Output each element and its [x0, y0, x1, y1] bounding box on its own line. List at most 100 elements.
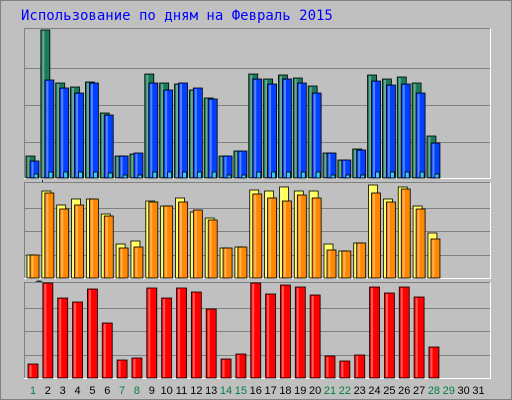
panel-1-series-2-bar: [371, 80, 381, 179]
panel-3-series-1-bar: [57, 297, 69, 379]
panel-2-series-2-bar: [178, 201, 188, 279]
panel-1-series-2-bar: [148, 82, 159, 179]
day-label-4: 4: [74, 385, 80, 397]
panel-1-series-2-bar: [103, 114, 114, 179]
panel-2-series-2-bar: [59, 208, 70, 279]
panel-1-series-2-bar: [385, 84, 396, 179]
panel-1-series-3-bar: [360, 174, 366, 179]
day-label-20: 20: [309, 385, 321, 397]
panel-3-series-1-bar: [146, 287, 158, 379]
panel-1-series-2-bar: [282, 78, 292, 179]
panel-2-series-2-bar: [74, 204, 84, 279]
panel-1-series-3-bar: [389, 171, 395, 179]
panel-1-series-2-bar: [192, 87, 203, 179]
panel-1-series-3-bar: [375, 171, 380, 179]
panel-1-series-3-bar: [167, 171, 173, 179]
panel-2-series-2-bar: [371, 192, 381, 279]
panel-3-series-1-bar: [309, 294, 321, 379]
panel-2-series-2-bar: [311, 197, 322, 279]
panel-3-series-1-bar: [324, 355, 336, 379]
panel-3-series-1-bar: [265, 293, 277, 379]
day-label-26: 26: [398, 385, 410, 397]
panel-1-series-3-bar: [33, 173, 39, 179]
panel-3-series-1-bar: [220, 358, 232, 379]
panel-3-series-1-bar: [250, 282, 262, 379]
panel-1-series-3-bar: [419, 171, 425, 179]
panel-1-series-3-bar: [286, 171, 291, 179]
panel-1-series-2-bar: [237, 150, 248, 179]
day-label-5: 5: [89, 385, 95, 397]
day-label-11: 11: [176, 385, 187, 397]
panel-1-series-3-bar: [107, 172, 113, 179]
panel-1-series-3-bar: [137, 174, 143, 179]
panel-3-series-1-bar: [428, 346, 440, 379]
panel-1-series-2-bar: [44, 79, 55, 179]
panel-3-series-1-bar: [87, 288, 98, 379]
day-label-27: 27: [413, 385, 425, 397]
day-label-25: 25: [383, 385, 395, 397]
panel-2-series-2-bar: [400, 188, 411, 279]
day-label-13: 13: [205, 385, 217, 397]
panel-2-series-2-bar: [148, 201, 159, 279]
day-label-30: 30: [458, 385, 470, 397]
day-label-7: 7: [119, 385, 125, 397]
panel-1-series-2-bar: [356, 149, 367, 179]
panel-1-series-3-bar: [315, 171, 321, 179]
panel-1-series-3-bar: [93, 171, 98, 179]
panel-1-series-2-bar: [59, 87, 70, 179]
panel-1-series-2-bar: [326, 152, 337, 179]
panel-2-series-2-bar: [356, 242, 367, 279]
panel-2-series-2-bar: [430, 238, 441, 279]
day-label-19: 19: [294, 385, 306, 397]
panel-3-series-1-bar: [383, 292, 395, 379]
panel-3-series-1-bar: [369, 286, 380, 379]
day-label-21: 21: [324, 385, 336, 397]
panel-3-series-1-bar: [413, 296, 425, 379]
panel-2-series-2-bar: [118, 247, 129, 279]
panel-1-series-3-bar: [63, 171, 69, 179]
day-label-14: 14: [220, 385, 232, 397]
panel-2-series-2-bar: [133, 246, 144, 279]
day-label-15: 15: [235, 385, 247, 397]
panel-3-series-1-bar: [116, 359, 128, 379]
day-label-9: 9: [149, 385, 155, 397]
panel-1-series-2-bar: [311, 92, 322, 179]
panel-2-series-2-bar: [222, 247, 233, 279]
panel-1-series-2-bar: [178, 82, 188, 179]
panel-1-series-3-bar: [300, 171, 306, 179]
panel-3-series-1-bar: [398, 286, 410, 379]
panel-1-series-2-bar: [430, 142, 441, 179]
panel-1-series-2-bar: [267, 83, 278, 179]
panel-1-series-3-bar: [330, 174, 336, 179]
panel-3-series-1-bar: [235, 353, 247, 379]
chart-title: Использование по дням на Февраль 2015: [21, 8, 333, 24]
day-label-28: 28: [428, 385, 440, 397]
panel-1-series-2-bar: [74, 92, 84, 179]
panel-1-series-3-bar: [434, 173, 440, 179]
panel-3-series-1-bar: [131, 357, 143, 379]
day-label-2: 2: [45, 385, 51, 397]
panel-2-series-2-bar: [163, 205, 174, 279]
day-label-3: 3: [60, 385, 66, 397]
panel-2-series-2-bar: [103, 215, 114, 279]
panel-1-series-2-bar: [252, 78, 263, 179]
panel-3-series-1-bar: [101, 322, 113, 379]
panel-1-series-3-bar: [226, 174, 232, 179]
day-label-24: 24: [368, 385, 380, 397]
panel-3-series-1-bar: [354, 354, 366, 379]
panel-2-series-2-bar: [296, 194, 307, 279]
panel-1-series-3-bar: [404, 171, 410, 179]
panel-3-series-1-bar: [72, 301, 83, 379]
panel-1-series-2-bar: [415, 92, 426, 179]
day-label-12: 12: [190, 385, 202, 397]
panel-2-series-2-bar: [415, 208, 426, 279]
panel-2-series-2-bar: [89, 198, 99, 279]
panel-3-series-1-bar: [27, 363, 39, 379]
panel-1-series-3-bar: [122, 174, 128, 179]
panel-1-series-2-bar: [163, 89, 174, 179]
day-label-16: 16: [250, 385, 262, 397]
panel-2-series-2-bar: [385, 201, 396, 279]
day-label-18: 18: [279, 385, 291, 397]
panel-1-series-3-bar: [196, 171, 202, 179]
